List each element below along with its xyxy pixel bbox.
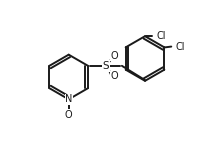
Text: O: O <box>110 51 118 61</box>
Text: Cl: Cl <box>157 31 166 41</box>
Text: S: S <box>102 61 109 71</box>
Text: O: O <box>65 110 72 120</box>
Text: O: O <box>110 71 118 81</box>
Text: Cl: Cl <box>176 42 185 52</box>
Text: N: N <box>65 94 72 104</box>
